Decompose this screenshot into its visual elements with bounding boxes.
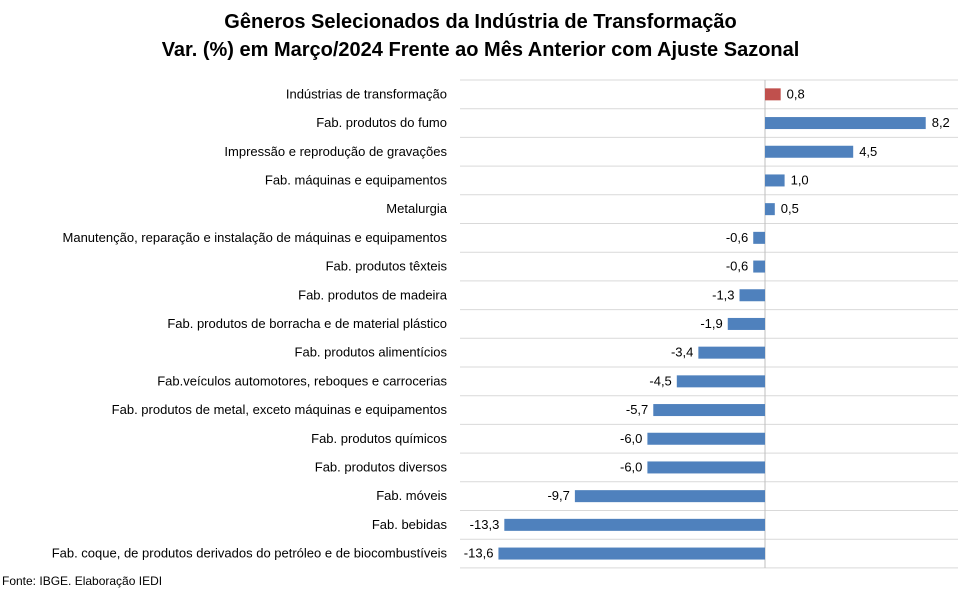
data-label: -3,4 — [671, 345, 693, 360]
category-label: Fab. produtos de madeira — [298, 287, 448, 302]
bar — [765, 117, 926, 130]
source-note: Fonte: IBGE. Elaboração IEDI — [2, 574, 163, 588]
data-label: -1,3 — [712, 287, 734, 302]
category-label: Fab. produtos têxteis — [326, 259, 448, 274]
data-label: -0,6 — [726, 259, 748, 274]
category-label: Indústrias de transformação — [286, 86, 447, 101]
category-label: Metalurgia — [386, 201, 447, 216]
category-label: Fab. produtos de borracha e de material … — [167, 316, 447, 331]
bar — [504, 518, 765, 531]
category-label: Fab. coque, de produtos derivados do pet… — [52, 546, 448, 561]
category-label: Fab. produtos de metal, exceto máquinas … — [112, 402, 448, 417]
bar — [739, 289, 765, 302]
category-label: Impressão e reprodução de gravações — [224, 144, 447, 159]
category-label: Fab. móveis — [376, 488, 447, 503]
bar — [574, 490, 765, 503]
data-label: -13,3 — [470, 517, 500, 532]
bar — [753, 260, 765, 273]
data-label: 4,5 — [859, 144, 877, 159]
bar — [653, 404, 765, 417]
bar — [727, 317, 765, 330]
category-label: Fab. máquinas e equipamentos — [265, 172, 448, 187]
data-label: -0,6 — [726, 230, 748, 245]
chart-title-line-1: Gêneros Selecionados da Indústria de Tra… — [224, 11, 737, 33]
chart-title-line-2: Var. (%) em Março/2024 Frente ao Mês Ant… — [161, 39, 800, 61]
bar — [698, 346, 765, 359]
category-label: Fab. produtos diversos — [315, 459, 448, 474]
data-label: -6,0 — [620, 431, 642, 446]
data-label: -13,6 — [464, 546, 494, 561]
bar — [753, 231, 765, 244]
bar — [765, 203, 775, 216]
chart-title: Gêneros Selecionados da Indústria de Tra… — [0, 8, 961, 64]
data-label: 8,2 — [932, 115, 950, 130]
bar — [765, 88, 781, 101]
data-label: 1,0 — [791, 172, 809, 187]
data-label: -9,7 — [547, 488, 569, 503]
bar — [498, 547, 765, 560]
bar — [765, 174, 785, 187]
bar — [765, 145, 854, 158]
category-label: Fab. produtos alimentícios — [295, 345, 448, 360]
data-label: 0,8 — [787, 86, 805, 101]
category-label: Fab. produtos do fumo — [316, 115, 447, 130]
category-label: Fab. produtos químicos — [311, 431, 447, 446]
bar — [647, 461, 765, 474]
data-label: -1,9 — [700, 316, 722, 331]
category-label: Fab. bebidas — [372, 517, 448, 532]
data-label: 0,5 — [781, 201, 799, 216]
data-label: -5,7 — [626, 402, 648, 417]
bar — [676, 375, 765, 388]
category-label: Fab.veículos automotores, reboques e car… — [157, 373, 447, 388]
bar — [647, 432, 765, 445]
category-label: Manutenção, reparação e instalação de má… — [63, 230, 448, 245]
data-label: -4,5 — [649, 373, 671, 388]
data-label: -6,0 — [620, 459, 642, 474]
